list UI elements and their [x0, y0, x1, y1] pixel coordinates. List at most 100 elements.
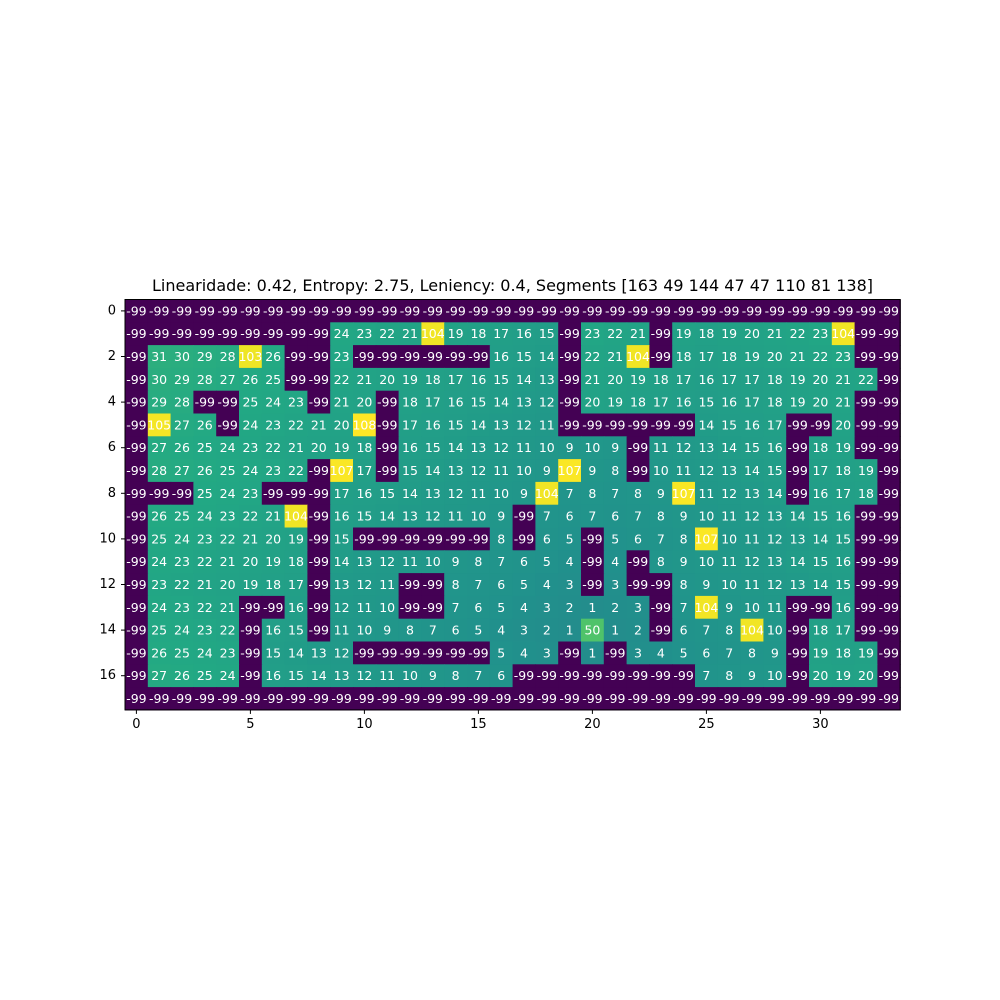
cell-value-label: 11 — [402, 554, 418, 569]
heatmap-cell — [717, 618, 742, 643]
cell-value-label: 23 — [220, 509, 236, 524]
heatmap-cell — [603, 299, 628, 323]
heatmap-cell — [239, 527, 263, 551]
cell-value-label: 5 — [520, 577, 528, 592]
cell-value-label: 7 — [452, 600, 460, 615]
cell-value-label: 27 — [151, 668, 167, 683]
heatmap-cell — [444, 504, 468, 529]
cell-value-label: -99 — [651, 623, 671, 638]
cell-value-label: 13 — [516, 395, 532, 410]
heatmap-cell — [854, 459, 878, 483]
cell-value-label: 14 — [698, 417, 714, 432]
heatmap-cell — [444, 550, 468, 574]
heatmap-cell — [786, 345, 810, 369]
heatmap-cell — [125, 527, 149, 551]
heatmap-cell — [672, 481, 696, 506]
heatmap-cell — [763, 550, 787, 574]
y-tick-label: 0 — [108, 303, 116, 318]
cell-value-label: -99 — [468, 691, 488, 706]
cell-value-label: 12 — [334, 645, 350, 660]
heatmap-cell — [717, 390, 742, 415]
heatmap-cell — [375, 641, 400, 665]
cell-value-label: 19 — [448, 326, 464, 341]
heatmap-cell — [170, 687, 194, 711]
cell-value-label: -99 — [605, 303, 625, 318]
heatmap-cell — [626, 322, 650, 346]
heatmap-cell — [193, 504, 217, 529]
heatmap-cell — [649, 618, 673, 643]
cell-value-label: 17 — [448, 372, 464, 387]
cell-value-label: 16 — [767, 440, 783, 455]
heatmap-cell — [375, 299, 400, 323]
heatmap-cell — [854, 664, 878, 688]
cell-value-label: -99 — [400, 645, 420, 660]
heatmap-cell — [786, 436, 810, 460]
heatmap-cell — [467, 641, 491, 665]
cell-value-label: 15 — [379, 486, 395, 501]
heatmap-cell — [239, 390, 263, 415]
heatmap-cell — [261, 345, 286, 369]
heatmap-cell — [489, 390, 514, 415]
cell-value-label: 10 — [721, 531, 737, 546]
heatmap-cell — [330, 550, 354, 574]
cell-value-label: 24 — [242, 463, 258, 478]
cell-value-label: -99 — [879, 600, 899, 615]
heatmap-cell — [193, 322, 217, 346]
cell-value-label: 12 — [539, 395, 555, 410]
cell-value-label: 22 — [220, 623, 236, 638]
heatmap-cell — [170, 641, 194, 665]
heatmap-cell — [877, 664, 901, 688]
heatmap-cell — [147, 413, 172, 437]
heatmap-cell — [375, 367, 400, 392]
cell-value-label: 10 — [470, 509, 486, 524]
heatmap-cell — [535, 345, 559, 369]
heatmap-cell — [809, 322, 833, 346]
heatmap-cell — [170, 459, 194, 483]
cell-value-label: -99 — [673, 303, 693, 318]
heatmap-cell — [353, 345, 377, 369]
heatmap-cell — [353, 641, 377, 665]
heatmap-cell — [809, 618, 833, 643]
cell-value-label: 104 — [421, 326, 445, 341]
cell-value-label: 15 — [334, 531, 350, 546]
heatmap-cell — [489, 436, 514, 460]
heatmap-cell — [261, 367, 286, 392]
heatmap-cell — [284, 299, 308, 323]
heatmap-cell — [809, 299, 833, 323]
cell-value-label: 16 — [448, 395, 464, 410]
heatmap-cell — [330, 459, 354, 483]
heatmap-cell — [170, 436, 194, 460]
heatmap-cell — [489, 573, 514, 597]
cell-value-label: -99 — [856, 349, 876, 364]
heatmap-cell — [375, 595, 400, 620]
cell-value-label: 12 — [721, 486, 737, 501]
cell-value-label: 18 — [835, 463, 851, 478]
heatmap-cell — [672, 527, 696, 551]
heatmap-cell — [626, 436, 650, 460]
heatmap-cell — [581, 687, 605, 711]
heatmap-cell — [489, 618, 514, 643]
cell-value-label: 7 — [474, 577, 482, 592]
cell-value-label: 12 — [698, 463, 714, 478]
heatmap-cell — [467, 481, 491, 506]
cell-value-label: -99 — [765, 691, 785, 706]
cell-value-label: 20 — [812, 372, 828, 387]
heatmap-cell — [603, 413, 628, 437]
cell-value-label: -99 — [172, 303, 192, 318]
cell-value-label: -99 — [879, 326, 899, 341]
cell-value-label: 22 — [607, 326, 623, 341]
heatmap-cell — [444, 299, 468, 323]
heatmap-cell — [489, 459, 514, 483]
cell-value-label: 22 — [197, 554, 213, 569]
cell-value-label: -99 — [263, 326, 283, 341]
heatmap-cell — [535, 504, 559, 529]
heatmap-cell — [444, 481, 468, 506]
cell-value-label: 22 — [379, 326, 395, 341]
heatmap-cell — [170, 618, 194, 643]
cell-value-label: 11 — [744, 577, 760, 592]
cell-value-label: -99 — [856, 417, 876, 432]
y-tick-label: 14 — [99, 623, 116, 638]
heatmap-cell — [421, 595, 445, 620]
cell-value-label: -99 — [787, 303, 807, 318]
cell-value-label: 15 — [767, 463, 783, 478]
